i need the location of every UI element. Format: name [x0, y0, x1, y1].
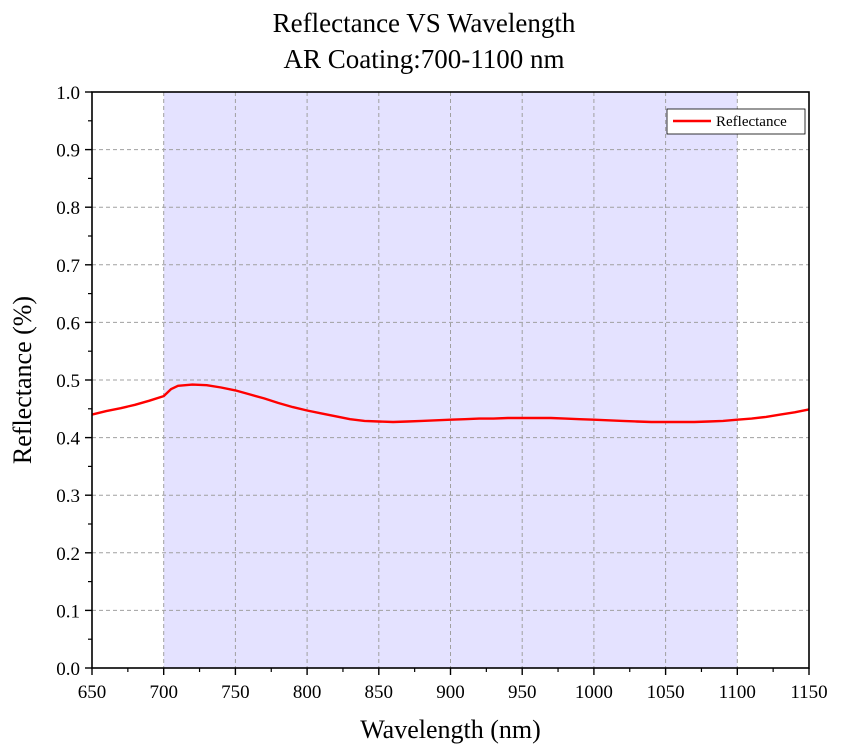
x-tick-label: 1050	[647, 682, 685, 703]
legend-label: Reflectance	[716, 114, 787, 130]
y-tick-label: 0.1	[56, 601, 80, 622]
y-tick-label: 0.5	[56, 371, 80, 392]
x-tick-label: 1100	[719, 682, 756, 703]
x-tick-label: 950	[508, 682, 537, 703]
legend: Reflectance	[666, 108, 806, 135]
x-tick-label: 750	[221, 682, 250, 703]
y-tick-label: 0.8	[56, 198, 80, 219]
x-tick-label: 900	[436, 682, 465, 703]
y-tick-label: 0.4	[56, 429, 80, 450]
x-tick-label: 650	[78, 682, 107, 703]
y-tick-label: 0.9	[56, 141, 80, 162]
x-tick-label: 800	[293, 682, 322, 703]
x-tick-label: 1000	[575, 682, 613, 703]
x-tick-labels: 650 700 750 800 850 900 950 1000 1050 1100 1150	[78, 682, 828, 703]
y-tick-labels: 0.0 0.1 0.2 0.3 0.4 0.5 0.6 0.7 0.8 0.9 1.0	[56, 83, 80, 680]
grid-lines	[92, 92, 809, 668]
chart-subtitle: AR Coating:700-1100 nm	[283, 44, 565, 74]
x-tick-label: 850	[365, 682, 394, 703]
y-tick-label: 0.6	[56, 313, 80, 334]
y-axis-label: Reflectance (%)	[8, 296, 37, 464]
x-axis-label: Wavelength (nm)	[360, 715, 541, 744]
chart-title: Reflectance VS Wavelength	[272, 8, 576, 38]
y-tick-label: 0.0	[56, 659, 80, 680]
x-tick-label: 1150	[790, 682, 827, 703]
y-tick-label: 0.7	[56, 256, 80, 277]
series-line-reflectance	[91, 383, 810, 424]
plot-frame	[91, 91, 810, 669]
y-tick-label: 1.0	[56, 83, 80, 104]
x-tick-label: 700	[149, 682, 178, 703]
y-tick-label: 0.3	[56, 486, 80, 507]
y-tick-label: 0.2	[56, 544, 80, 565]
